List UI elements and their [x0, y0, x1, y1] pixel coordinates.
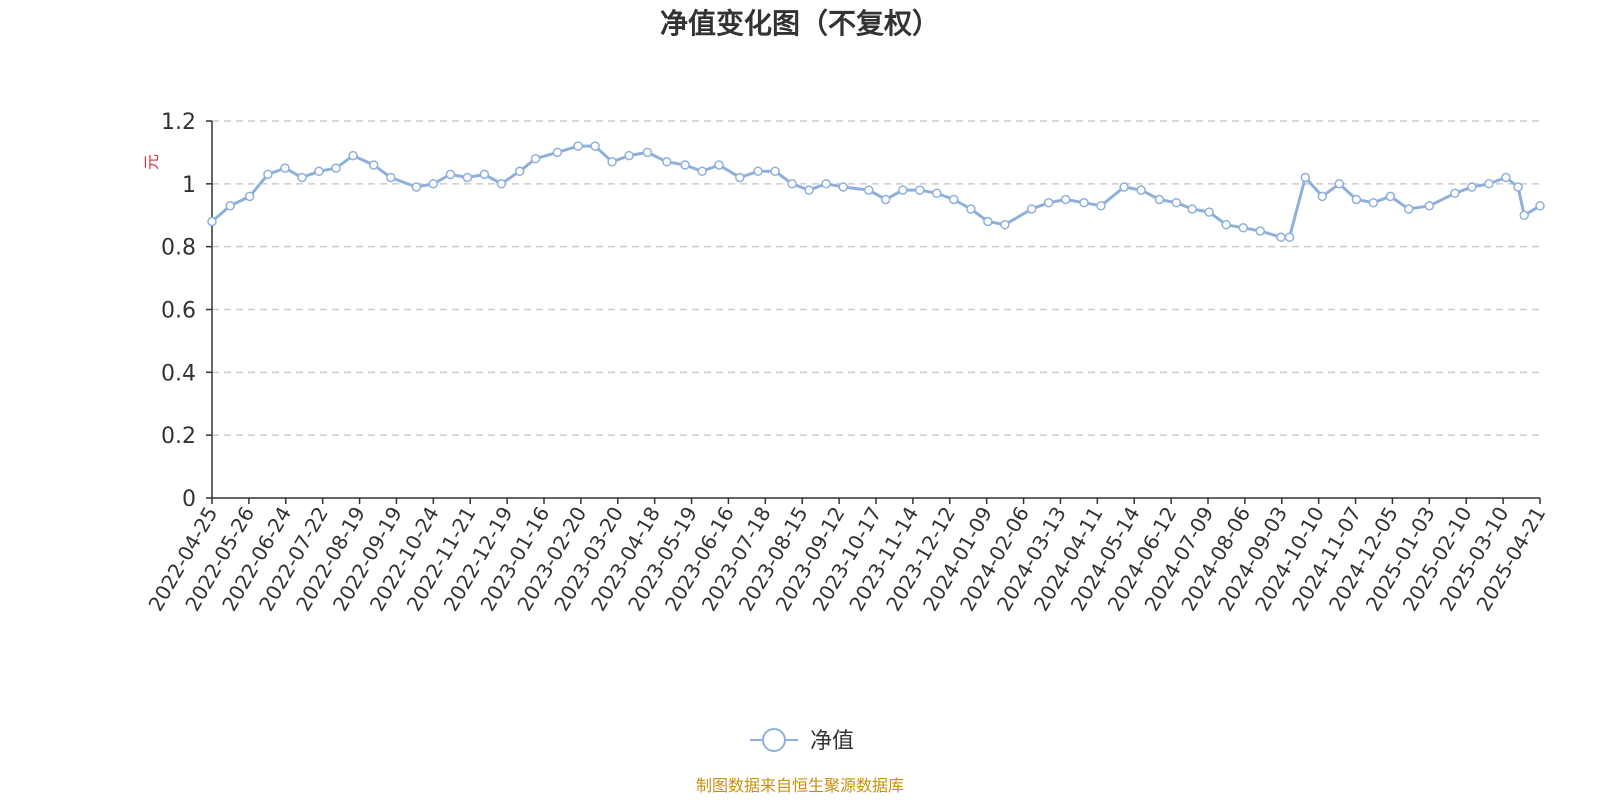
series-line	[210, 144, 1542, 239]
data-point[interactable]	[1255, 226, 1266, 236]
data-point[interactable]	[1096, 201, 1106, 211]
data-point[interactable]	[1467, 182, 1477, 192]
data-point[interactable]	[386, 172, 396, 183]
data-point[interactable]	[1000, 219, 1010, 230]
data-point[interactable]	[697, 166, 707, 177]
data-point[interactable]	[1043, 197, 1054, 208]
data-point[interactable]	[368, 160, 379, 170]
data-point[interactable]	[514, 166, 525, 177]
data-point[interactable]	[915, 185, 925, 195]
data-point[interactable]	[331, 163, 341, 173]
data-point[interactable]	[753, 166, 763, 177]
y-tick-label: 0	[182, 487, 196, 512]
data-point[interactable]	[496, 179, 507, 189]
legend-circle-icon	[762, 728, 786, 752]
data-point[interactable]	[297, 172, 307, 183]
data-point[interactable]	[225, 201, 235, 211]
data-point[interactable]	[770, 166, 780, 177]
data-point[interactable]	[244, 191, 255, 202]
data-source-note: 制图数据来自恒生聚源数据库	[696, 776, 904, 795]
data-point[interactable]	[1501, 172, 1511, 183]
data-point[interactable]	[1171, 197, 1182, 208]
data-point[interactable]	[462, 172, 473, 183]
data-point[interactable]	[983, 216, 993, 227]
series-layer	[207, 141, 1545, 242]
data-point[interactable]	[1026, 204, 1037, 214]
data-point[interactable]	[1484, 179, 1494, 189]
data-point[interactable]	[1513, 182, 1523, 192]
data-point[interactable]	[445, 169, 456, 180]
data-point[interactable]	[479, 169, 490, 180]
data-point[interactable]	[1351, 194, 1362, 205]
data-point[interactable]	[530, 153, 541, 164]
data-point[interactable]	[1450, 188, 1460, 199]
data-point[interactable]	[1238, 223, 1249, 233]
data-point[interactable]	[1136, 185, 1146, 195]
data-point[interactable]	[428, 179, 439, 189]
data-point[interactable]	[1424, 201, 1435, 211]
data-point[interactable]	[1403, 204, 1414, 214]
legend[interactable]: 净值	[750, 728, 854, 754]
data-point[interactable]	[1317, 191, 1328, 202]
data-point[interactable]	[787, 179, 797, 189]
y-tick-label: 1	[182, 173, 196, 198]
y-tick-label: 0.4	[161, 361, 196, 386]
data-point[interactable]	[821, 179, 831, 189]
data-point[interactable]	[662, 157, 672, 167]
data-point[interactable]	[1284, 232, 1295, 242]
data-point[interactable]	[949, 194, 959, 205]
data-point[interactable]	[1300, 172, 1311, 183]
data-point[interactable]	[714, 160, 724, 170]
data-point[interactable]	[552, 147, 563, 158]
data-point[interactable]	[590, 141, 600, 151]
data-point[interactable]	[880, 194, 891, 205]
data-point[interactable]	[314, 166, 324, 177]
data-point[interactable]	[280, 163, 290, 173]
data-point[interactable]	[1535, 201, 1545, 211]
data-point[interactable]	[642, 147, 653, 158]
data-point[interactable]	[1221, 219, 1231, 230]
data-point[interactable]	[573, 141, 583, 151]
data-point[interactable]	[680, 160, 690, 170]
y-tick-label: 0.2	[161, 424, 196, 449]
data-point[interactable]	[411, 182, 422, 192]
y-axis-ticks: 0 0.2 0.4 0.6 0.8 1 1.2	[161, 110, 212, 512]
data-point[interactable]	[607, 157, 617, 167]
x-axis-ticks: 2022-04-252022-05-262022-06-242022-07-22…	[143, 498, 1550, 615]
data-point[interactable]	[735, 172, 745, 183]
y-axis-unit-label: 元	[142, 154, 161, 170]
data-point[interactable]	[263, 169, 273, 180]
data-point[interactable]	[624, 150, 634, 161]
data-point[interactable]	[1154, 194, 1165, 205]
grid-lines	[212, 120, 1540, 436]
data-point[interactable]	[1079, 197, 1089, 208]
data-point[interactable]	[1334, 179, 1345, 189]
data-point[interactable]	[1368, 197, 1379, 208]
data-point[interactable]	[1204, 207, 1214, 217]
y-tick-label: 1.2	[161, 110, 196, 135]
data-point[interactable]	[966, 204, 976, 214]
legend-label: 净值	[810, 729, 854, 754]
y-tick-label: 0.8	[161, 236, 196, 261]
data-point[interactable]	[348, 150, 358, 161]
data-point[interactable]	[898, 185, 908, 195]
data-point[interactable]	[1276, 232, 1286, 242]
data-point[interactable]	[1519, 210, 1529, 221]
y-tick-label: 0.6	[161, 299, 196, 324]
data-point[interactable]	[804, 185, 814, 195]
data-point[interactable]	[1385, 191, 1396, 202]
data-point[interactable]	[207, 216, 217, 227]
data-point[interactable]	[1060, 194, 1071, 205]
data-point[interactable]	[932, 188, 942, 199]
data-point[interactable]	[1187, 204, 1197, 214]
data-point[interactable]	[863, 185, 874, 195]
data-point[interactable]	[1119, 182, 1129, 192]
chart-title: 净值变化图（不复权）	[660, 7, 940, 40]
data-point[interactable]	[838, 182, 848, 192]
